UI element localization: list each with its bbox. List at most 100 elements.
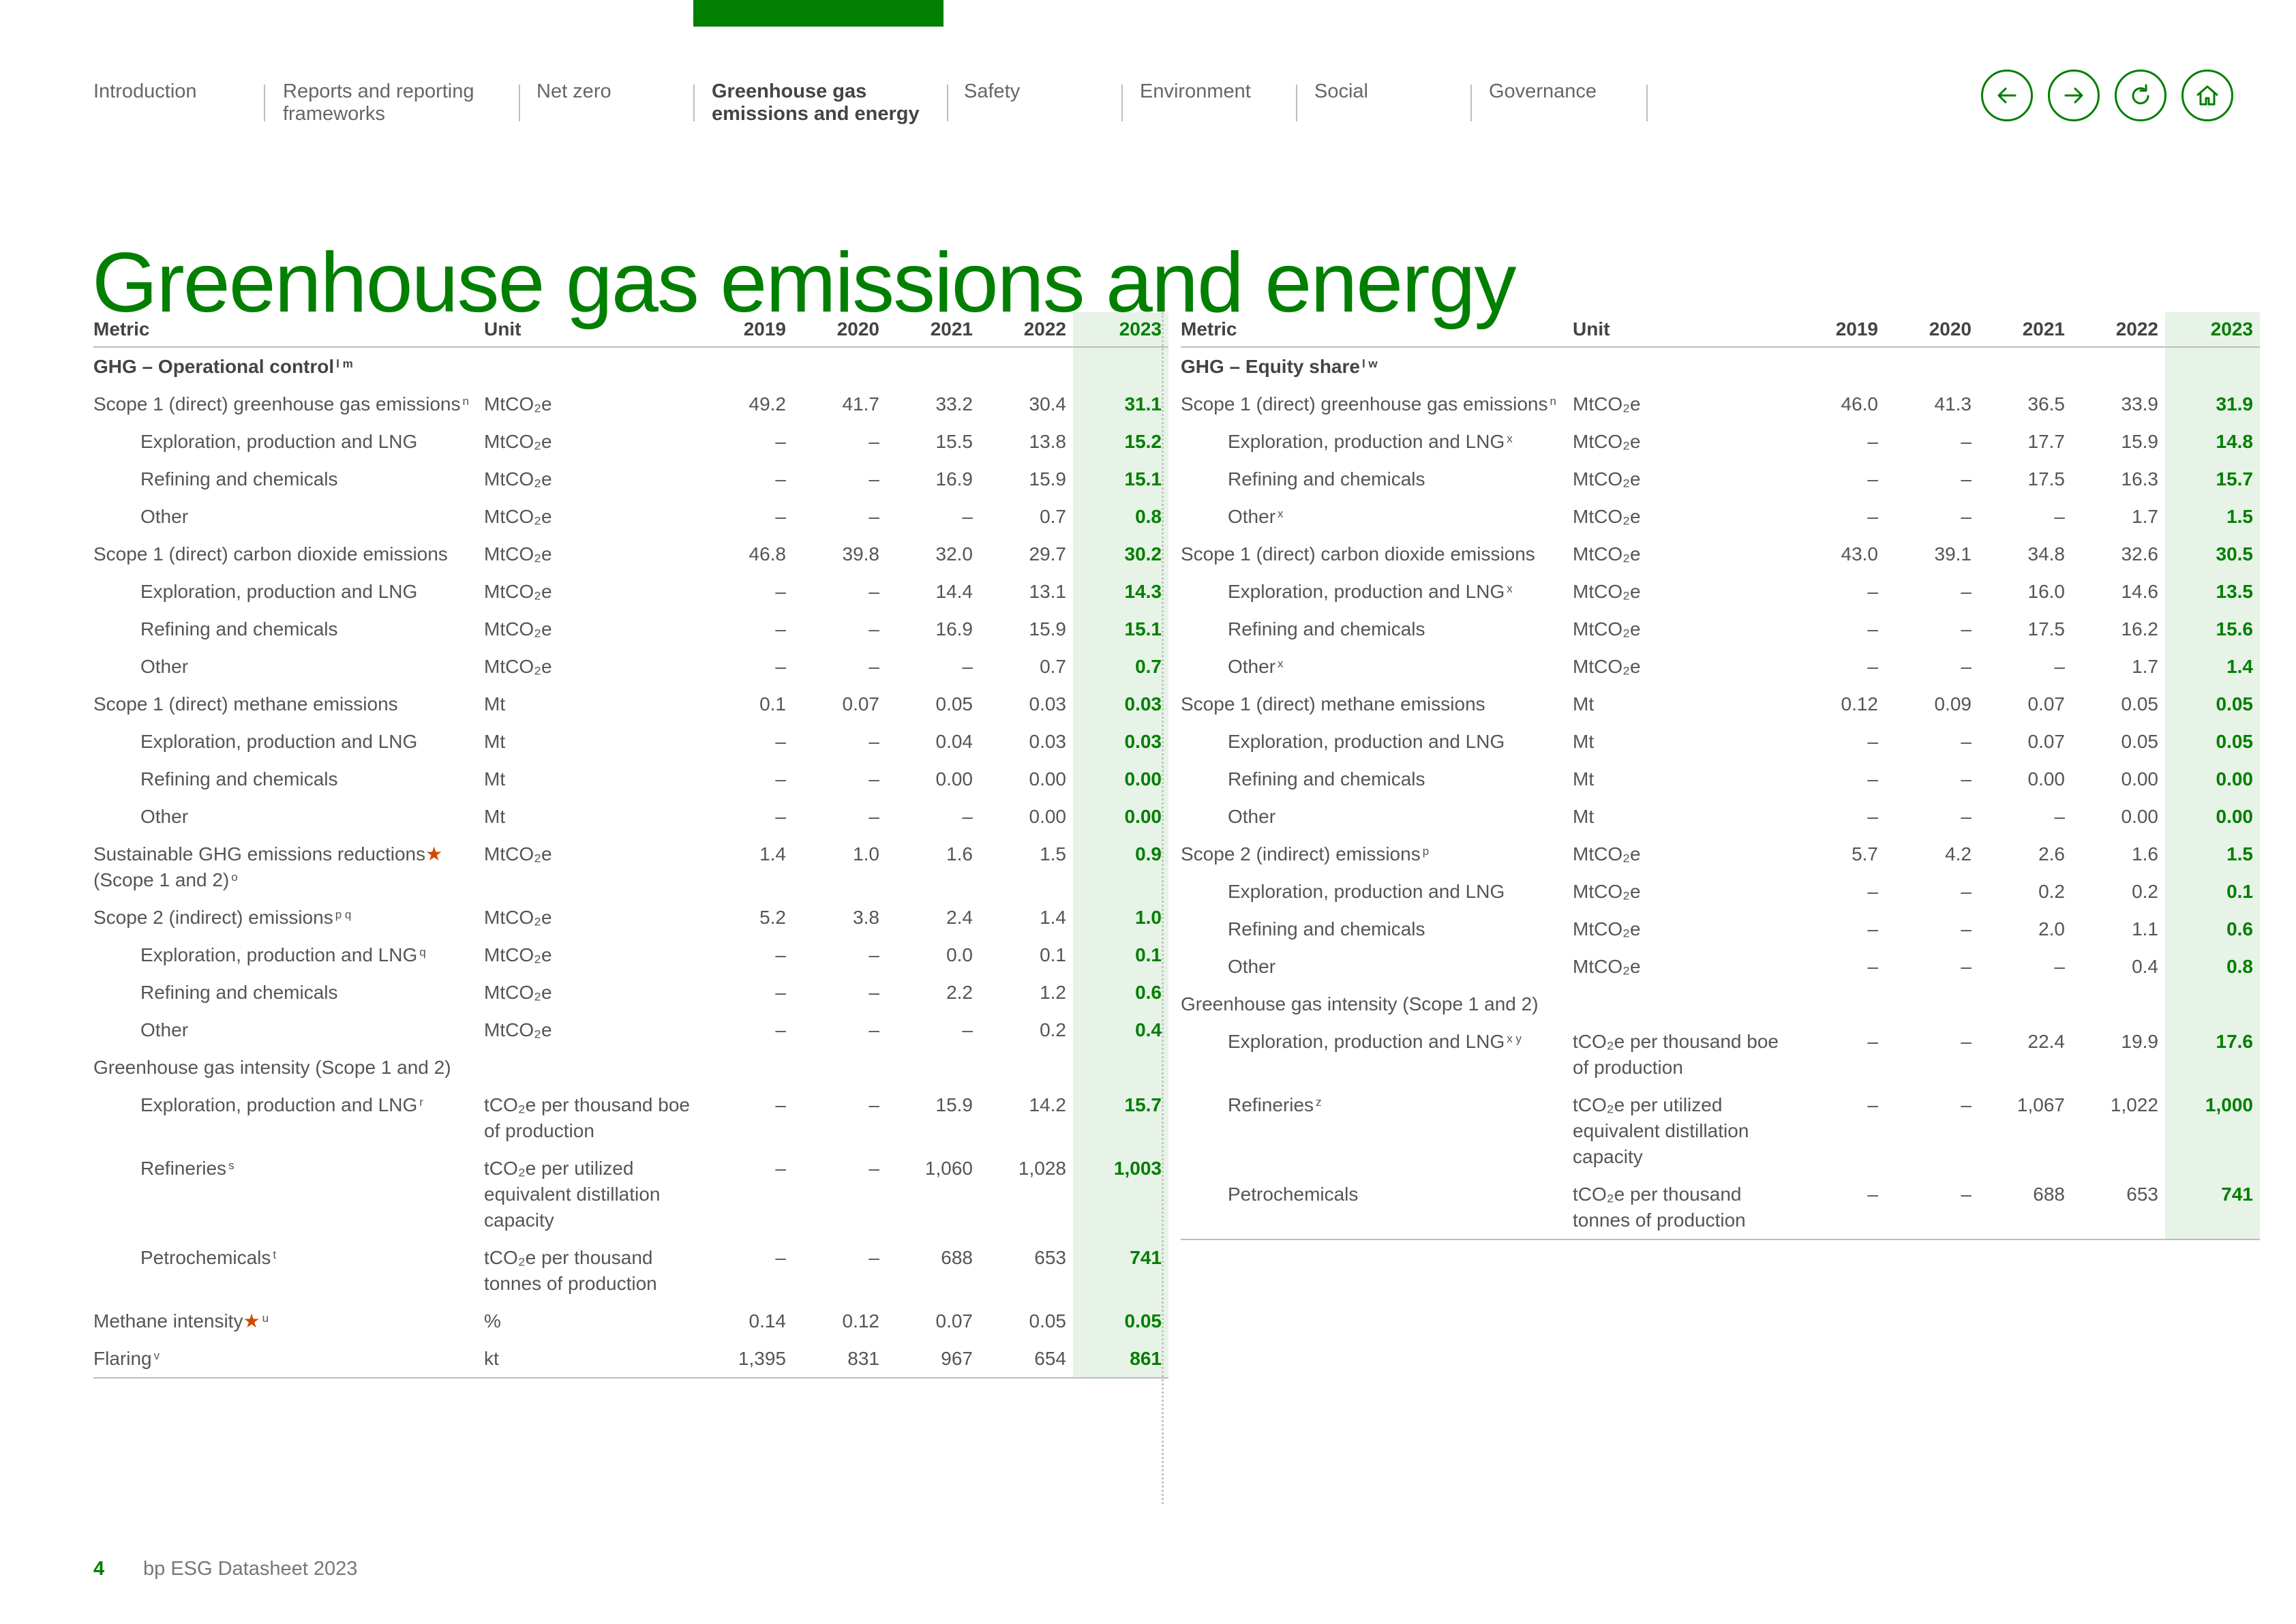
value-cell-2023: 1.5 [2165, 835, 2260, 873]
unit-cell: MtCO₂e [484, 506, 552, 527]
nav-item-social[interactable]: Social [1314, 80, 1368, 102]
metric-cell: Other [1181, 948, 1573, 985]
value-cell-2021: 1,067 [2016, 1094, 2065, 1115]
unit-cell: Mt [1573, 768, 1595, 790]
value-cell-2020: – [1885, 1175, 1978, 1240]
metric-cell: Other x [1181, 498, 1573, 535]
metric-label: Greenhouse gas intensity (Scope 1 and 2) [1181, 993, 1539, 1014]
metric-label: Refining and chemicals [1228, 768, 1425, 790]
footnote-marker: r [419, 1096, 423, 1109]
unit-cell: MtCO₂e [1573, 881, 1641, 902]
value-cell-2020: 39.8 [842, 543, 880, 565]
table-row: Exploration, production and LNG x MtCO₂e – –… [1181, 573, 2260, 610]
metric-cell: Exploration, production and LNG [93, 723, 484, 760]
nav-item-ghg[interactable]: Greenhouse gas emissions and energy [712, 80, 920, 125]
value-cell-2021: 0.05 [935, 693, 973, 715]
value-cell-2022: 1.6 [2132, 843, 2158, 864]
value-cell-2022: 19.9 [2121, 1031, 2159, 1052]
metric-cell: Other [93, 798, 484, 835]
nav-item-reports[interactable]: Reports and reporting frameworks [283, 80, 474, 125]
metric-cell: Scope 1 (direct) carbon dioxide emission… [1181, 535, 1573, 573]
value-cell-2023: 0.00 [1073, 798, 1168, 835]
value-cell-2021: – [962, 1019, 973, 1040]
metric-cell: Scope 2 (indirect) emissions p q [93, 899, 484, 936]
nav-item-introduction[interactable]: Introduction [93, 80, 197, 102]
value-cell-2023: 0.00 [2165, 798, 2260, 835]
metric-cell: Refining and chemicals [93, 760, 484, 798]
value-cell-2021: – [2054, 956, 2065, 977]
table-header-row: Metric Unit 2019 2020 2021 2022 2023 [1181, 312, 2260, 348]
metric-label: Exploration, production and LNG [140, 431, 418, 452]
column-header-unit: Unit [1573, 312, 1798, 348]
table-row: Other MtCO₂e – – – 0.2 0.4 [93, 1011, 1168, 1049]
nav-item-net-zero[interactable]: Net zero [537, 80, 611, 102]
metric-label: Petrochemicals [1228, 1184, 1359, 1205]
footnote-marker: p q [335, 908, 352, 921]
metric-cell: GHG – Operational control l m [93, 347, 484, 385]
metric-label: Flaring [93, 1348, 152, 1369]
forward-arrow-icon [2064, 87, 2083, 104]
footnote-marker: l m [336, 357, 353, 370]
table-row: Refining and chemicals MtCO₂e – – 2.2 1.2 0.6 [93, 974, 1168, 1011]
value-cell-2023: 741 [1073, 1239, 1168, 1302]
refresh-button[interactable] [2115, 70, 2166, 121]
nav-separator [519, 85, 520, 121]
value-cell-2020 [793, 1049, 886, 1086]
nav-separator [1470, 85, 1472, 121]
value-cell-2021: – [962, 806, 973, 827]
value-cell-2022: 15.9 [1029, 468, 1067, 490]
unit-cell: MtCO₂e [484, 656, 552, 677]
value-cell-2021 [886, 347, 980, 385]
unit-cell: tCO₂e per thousand boe of production [1573, 1031, 1779, 1078]
value-cell-2023: 0.8 [1073, 498, 1168, 535]
value-cell-2021: – [2054, 806, 2065, 827]
metric-label: Scope 1 (direct) carbon dioxide emission… [93, 543, 448, 565]
table-row: Refining and chemicals MtCO₂e – – 16.9 15.9 15… [93, 610, 1168, 648]
value-cell-2022: 0.7 [1040, 656, 1066, 677]
value-cell-2019 [706, 1049, 793, 1086]
ghg-operational-control-table: Metric Unit 2019 2020 2021 2022 2023 GHG… [93, 312, 1168, 1379]
unit-cell: MtCO₂e [1573, 618, 1641, 640]
nav-item-safety[interactable]: Safety [964, 80, 1021, 102]
refresh-icon [2132, 84, 2149, 104]
value-cell-2022: 1.4 [1040, 907, 1066, 928]
column-header-metric: Metric [93, 312, 484, 348]
value-cell-2020: – [868, 1158, 879, 1179]
value-cell-2022: 1.2 [1040, 982, 1066, 1003]
value-cell-2020: 4.2 [1945, 843, 1972, 864]
metric-label: Exploration, production and LNG [1228, 581, 1505, 602]
value-cell-2023: 1,003 [1073, 1149, 1168, 1239]
metric-cell: Other x [1181, 648, 1573, 685]
metric-cell: Other [93, 1011, 484, 1049]
nav-item-environment[interactable]: Environment [1140, 80, 1251, 102]
value-cell-2019: – [1867, 581, 1878, 602]
unit-cell: % [484, 1310, 501, 1332]
forward-button[interactable] [2048, 70, 2100, 121]
table-row: Exploration, production and LNG q MtCO₂e – –… [93, 936, 1168, 974]
value-cell-2022: 0.05 [1029, 1310, 1067, 1332]
nav-separator [1646, 85, 1648, 121]
table-row: Refining and chemicals MtCO₂e – – 16.9 15.9 15… [93, 460, 1168, 498]
back-button[interactable] [1981, 70, 2033, 121]
value-cell-2022: 15.9 [2121, 431, 2159, 452]
table-row: Refining and chemicals MtCO₂e – – 17.5 16.3 15… [1181, 460, 2260, 498]
nav-separator [947, 85, 948, 121]
nav-item-governance[interactable]: Governance [1489, 80, 1597, 102]
section-row: GHG – Equity share l w [1181, 347, 2260, 385]
section-row: GHG – Operational control l m [93, 347, 1168, 385]
value-cell-2022 [980, 347, 1073, 385]
back-arrow-icon [1997, 87, 2016, 104]
value-cell-2019: – [775, 468, 786, 490]
value-cell-2022: 33.9 [2121, 393, 2159, 415]
value-cell-2019: – [1867, 881, 1878, 902]
value-cell-2020: – [1961, 768, 1972, 790]
metric-cell: Refining and chemicals [1181, 610, 1573, 648]
value-cell-2020: – [1961, 581, 1972, 602]
metric-label: GHG – Operational control [93, 356, 335, 377]
metric-label-continued: (Scope 1 and 2) [93, 869, 230, 890]
metric-label: Refining and chemicals [140, 468, 338, 490]
home-button[interactable] [2181, 70, 2233, 121]
table-row: Other Mt – – – 0.00 0.00 [93, 798, 1168, 835]
column-header-2019: 2019 [1798, 312, 1885, 348]
value-cell-2022: 1,022 [2110, 1094, 2158, 1115]
